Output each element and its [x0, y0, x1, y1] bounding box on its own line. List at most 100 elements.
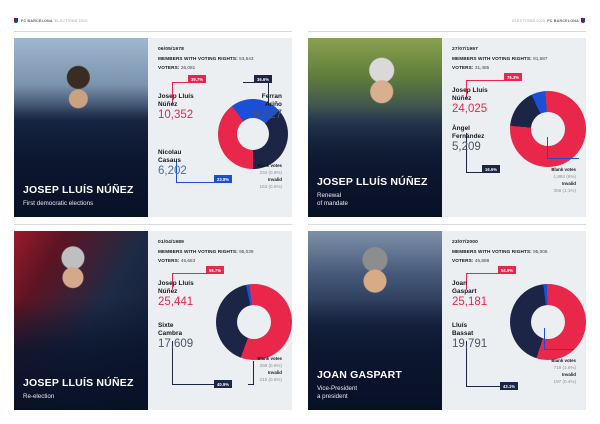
candidate-votes: 17,609 [158, 338, 194, 351]
election-data-1978: 06/05/1978 MEMBERS WITH VOTING RIGHTS: 5… [148, 38, 292, 217]
candidate-1: Josep Lluís Núñez 25,441 [158, 280, 216, 308]
members-row: MEMBERS WITH VOTING RIGHTS: 95,006 [452, 248, 578, 255]
connector-red [466, 80, 506, 99]
voters-value: 45,888 [474, 257, 490, 263]
portrait-1978: JOSEP LLUÍS NÚÑEZ First democratic elect… [14, 38, 148, 217]
candidate-votes: 24,025 [452, 103, 488, 116]
election-date: 01/04/1989 [158, 240, 184, 245]
candidate-2: Sixte Cambra 17,609 [158, 322, 216, 350]
portrait-2000: JOAN GASPART Vice-President a president [308, 231, 442, 410]
candidate-name-line1: Ferran [261, 93, 282, 101]
connector-red [172, 82, 198, 105]
person-role-line2: of mandate [317, 200, 348, 207]
pct-badge-candidate-1: 39.7% [188, 75, 207, 83]
candidate-name-line2: Bassat [452, 329, 474, 337]
candidate-name-line2: Núñez [158, 100, 178, 108]
voters-label: VOTERS: [452, 64, 474, 70]
header-brand-right: FC BARCELONA [547, 18, 579, 23]
donut-ring [510, 284, 586, 361]
voters-row: VOTERS: 45,888 [452, 257, 578, 264]
candidate-1: Josep Lluís Núñez 24,025 [452, 87, 510, 115]
panel-divider [308, 224, 586, 225]
members-value: 95,006 [533, 248, 548, 254]
invalid-label: Invalid [268, 177, 282, 183]
pct-badge-candidate-2: 36.6% [254, 75, 273, 83]
members-label: MEMBERS WITH VOTING RIGHTS: [158, 248, 238, 254]
election-date: 06/05/1978 [158, 47, 184, 52]
pct-badge-candidate-1: 76.3% [504, 73, 523, 81]
candidate-name-line2: Gaspart [452, 287, 477, 295]
voters-row: VOTERS: 45,663 [158, 257, 284, 264]
blank-label: Blank votes [257, 356, 282, 362]
panel-divider [14, 31, 292, 32]
election-data-2000: 23/07/2000 MEMBERS WITH VOTING RIGHTS: 9… [442, 231, 586, 410]
candidate-2: Àngel Fernández 5,209 [452, 125, 510, 153]
candidate-name-line2: Ariño [265, 100, 282, 108]
members-row: MEMBERS WITH VOTING RIGHTS: 53,643 [158, 55, 284, 62]
header-brand-left: FC BARCELONA [21, 18, 53, 23]
blank-value: 234 (0.9%) [259, 169, 282, 175]
pct-badge-candidate-2: 40.9% [214, 380, 233, 389]
portrait-caption: JOAN GASPART Vice-President a president [317, 369, 434, 402]
running-header-left: FC BARCELONA ELECTIONS 2020 [14, 18, 88, 23]
crest-icon [14, 18, 18, 23]
invalid-value: 153 (0.6%) [259, 183, 282, 189]
blank-label: Blank votes [551, 167, 576, 173]
blank-value: 398 (0.9%) [259, 362, 282, 368]
candidate-votes: 19,791 [452, 338, 488, 351]
election-meta: 27/07/1997 MEMBERS WITH VOTING RIGHTS: 9… [452, 46, 578, 71]
connector-navy [466, 341, 502, 388]
election-date: 23/07/2000 [452, 240, 478, 245]
extra-votes: Blank votes 398 (0.9%) Invalid 215 (0.5%… [257, 356, 282, 384]
candidate-votes: 9,527 [253, 109, 282, 122]
members-label: MEMBERS WITH VOTING RIGHTS: [452, 55, 532, 61]
members-label: MEMBERS WITH VOTING RIGHTS: [452, 248, 532, 254]
invalid-label: Invalid [562, 181, 576, 187]
pct-badge-candidate-2: 43.1% [500, 382, 519, 391]
election-meta: 23/07/2000 MEMBERS WITH VOTING RIGHTS: 9… [452, 239, 578, 264]
person-role-line1: Vice-President [317, 385, 358, 392]
voters-label: VOTERS: [452, 257, 474, 263]
candidate-name-line1: Joan [452, 280, 468, 288]
voters-label: VOTERS: [158, 257, 180, 263]
candidate-name-line2: Casaus [158, 156, 182, 164]
members-value: 95,039 [239, 248, 254, 254]
candidate-name-line2: Cambra [158, 329, 183, 337]
panel-divider [14, 224, 292, 225]
candidate-votes: 25,181 [452, 296, 488, 309]
candidate-votes: 25,441 [158, 296, 194, 309]
election-panel-1997: JOSEP LLUÍS NÚÑEZ Renewal of mandate 27/… [308, 31, 586, 217]
donut-ring [510, 91, 586, 168]
voters-row: VOTERS: 26,081 [158, 64, 284, 71]
election-date: 27/07/1997 [452, 47, 478, 52]
donut-chart-1978: 39.7% 36.6% 23.8% Josep Lluís Núñez 10,3… [158, 73, 288, 199]
pct-badge-candidate-1: 55.7% [206, 266, 225, 274]
election-meta: 06/05/1978 MEMBERS WITH VOTING RIGHTS: 5… [158, 46, 284, 71]
candidate-name-line1: Sixte [158, 322, 174, 330]
header-section-right: ELECTIONS 2020 [512, 18, 546, 23]
blank-label: Blank votes [257, 163, 282, 169]
donut-chart-1997: 76.3% 16.5% Josep Lluís Núñez 24,025 Àng… [452, 73, 586, 199]
invalid-value: 215 (0.5%) [259, 376, 282, 382]
donut-chart-2000: 54.9% 43.1% Joan Gaspart 25,181 Lluís Ba… [452, 266, 586, 392]
members-row: MEMBERS WITH VOTING RIGHTS: 91,587 [452, 55, 578, 62]
invalid-label: Invalid [562, 372, 576, 378]
donut-ring [216, 284, 292, 361]
crest-icon [581, 18, 585, 23]
voters-value: 31,485 [474, 64, 490, 70]
candidate-name-line2: Núñez [452, 94, 472, 102]
candidate-1: Joan Gaspart 25,181 [452, 280, 510, 308]
invalid-value: 358 (1.1%) [553, 187, 576, 193]
connector-navy [466, 133, 484, 174]
connector-red [172, 273, 208, 290]
portrait-1997: JOSEP LLUÍS NÚÑEZ Renewal of mandate [308, 38, 442, 217]
person-role: Re-election [23, 393, 55, 400]
pct-badge-candidate-1: 54.9% [498, 266, 517, 274]
panel-grid: JOSEP LLUÍS NÚÑEZ First democratic elect… [14, 31, 586, 410]
person-role-line2: a president [317, 393, 348, 400]
candidate-votes: 5,209 [452, 141, 481, 154]
portrait-caption: JOSEP LLUÍS NÚÑEZ First democratic elect… [23, 184, 140, 209]
members-label: MEMBERS WITH VOTING RIGHTS: [158, 55, 238, 61]
connector-navy [243, 82, 269, 105]
